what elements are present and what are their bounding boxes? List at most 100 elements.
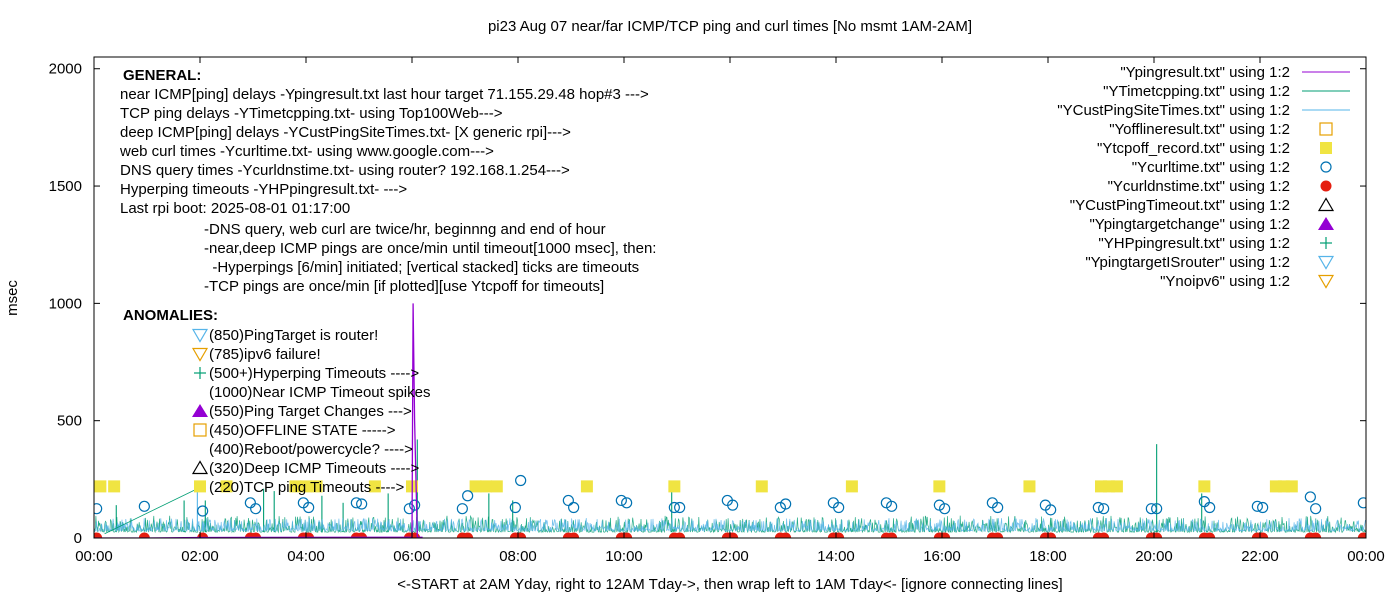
- data-point: [1098, 532, 1110, 538]
- general-subline: -DNS query, web curl are twice/hr, begin…: [204, 221, 606, 238]
- data-point: [490, 480, 503, 493]
- x-tick-label: 06:00: [393, 548, 431, 565]
- anomaly-item: (220)TCP ping Timeouts ---->: [209, 479, 404, 496]
- data-point: [197, 505, 209, 517]
- data-point: [939, 503, 951, 515]
- x-tick-label: 08:00: [499, 548, 537, 565]
- legend: "Ypingresult.txt" using 1:2 "YTimetcpping…: [1057, 64, 1350, 290]
- general-line: Hyperping timeouts -YHPpingresult.txt- -…: [120, 181, 407, 198]
- data-point: [727, 499, 739, 511]
- anomaly-marker: [192, 404, 208, 417]
- data-point: [1145, 503, 1157, 515]
- anomaly-marker: [194, 367, 206, 379]
- data-point: [886, 500, 898, 512]
- legend-label: "YpingtargetISrouter" using 1:2: [1085, 254, 1290, 271]
- data-point: [1257, 501, 1269, 514]
- y-axis-label: msec: [4, 280, 21, 316]
- x-tick-label: 00:00: [1347, 548, 1385, 565]
- data-point: [1304, 491, 1316, 503]
- data-point: [310, 480, 323, 493]
- data-point: [480, 480, 493, 493]
- x-tick-label: 14:00: [817, 548, 855, 565]
- legend-label: "YCustPingTimeout.txt" using 1:2: [1070, 197, 1290, 214]
- x-tick-label: 12:00: [711, 548, 749, 565]
- general-line: near ICMP[ping] delays -Ypingresult.txt …: [120, 86, 649, 103]
- data-point: [562, 494, 574, 507]
- data-point: [108, 480, 121, 493]
- data-point: [1357, 497, 1366, 509]
- anomaly-marker: [193, 423, 207, 437]
- anomaly-marker: [191, 460, 209, 475]
- y-tick-label: 2000: [49, 61, 82, 78]
- data-point: [244, 497, 256, 509]
- anomaly-item: (400)Reboot/powercycle? ---->: [209, 441, 413, 458]
- annotations: GENERAL: near ICMP[ping] delays -Ypingres…: [119, 67, 656, 496]
- general-line: TCP ping delays -YTimetcpping.txt- using…: [120, 105, 503, 122]
- x-tick-label: 04:00: [287, 548, 325, 565]
- legend-label: "Ypingresult.txt" using 1:2: [1120, 64, 1290, 81]
- legend-label: "Ytcpoff_record.txt" using 1:2: [1097, 140, 1290, 157]
- data-point: [668, 480, 681, 493]
- data-point: [580, 480, 593, 493]
- data-point: [992, 501, 1004, 514]
- general-header: GENERAL:: [123, 67, 201, 84]
- data-point: [220, 480, 233, 493]
- data-point: [1198, 496, 1210, 508]
- data-point: [94, 480, 107, 493]
- data-point: [289, 480, 302, 493]
- data-point: [1204, 501, 1216, 514]
- data-point: [368, 480, 381, 493]
- legend-label: "Ynoipv6" using 1:2: [1160, 273, 1290, 290]
- data-point: [568, 532, 580, 538]
- legend-label: "Ycurltime.txt" using 1:2: [1132, 159, 1290, 176]
- data-point: [780, 498, 792, 510]
- data-point: [845, 480, 858, 493]
- data-point: [1092, 501, 1104, 514]
- legend-swatch: [1317, 255, 1335, 270]
- legend-swatch: [1320, 161, 1332, 173]
- anomaly-marker: [191, 328, 209, 343]
- data-point: [992, 532, 1004, 538]
- y-tick-label: 1500: [49, 178, 82, 195]
- chart-title: pi23 Aug 07 near/far ICMP/TCP ping and c…: [488, 18, 972, 35]
- x-tick-label: 18:00: [1029, 548, 1067, 565]
- data-point: [1310, 503, 1322, 515]
- data-point: [1251, 500, 1263, 512]
- anomaly-item: (500+)Hyperping Timeouts ---->: [209, 365, 419, 382]
- data-point: [1198, 480, 1211, 493]
- data-point: [469, 480, 482, 493]
- data-point: [780, 532, 792, 538]
- axes: 00:00 02:00 04:00 06:00 08:00 10:00 12:00 14:00…: [49, 57, 1385, 565]
- general-line: Last rpi boot: 2025-08-01 01:17:00: [120, 200, 350, 217]
- general-line: deep ICMP[ping] delays -YCustPingSiteTim…: [120, 124, 571, 141]
- data-point: [94, 532, 103, 538]
- x-tick-label: 22:00: [1241, 548, 1279, 565]
- legend-swatch: [1317, 197, 1335, 212]
- data-point: [833, 501, 845, 514]
- legend-swatch: [1318, 217, 1334, 230]
- anomaly-item: (1000)Near ICMP Timeout spikes: [209, 384, 430, 401]
- legend-swatch: [1317, 274, 1335, 289]
- data-point: [356, 532, 368, 538]
- data-point: [1098, 503, 1110, 515]
- data-point: [674, 532, 686, 538]
- data-point: [409, 499, 421, 511]
- legend-label: "YCustPingSiteTimes.txt" using 1:2: [1057, 102, 1290, 119]
- y-tick-label: 500: [57, 413, 82, 430]
- x-tick-label: 16:00: [923, 548, 961, 565]
- data-point: [250, 503, 262, 515]
- x-tick-label: 00:00: [75, 548, 113, 565]
- y-tick-label: 1000: [49, 295, 82, 312]
- legend-label: "YHPpingresult.txt" using 1:2: [1098, 235, 1290, 252]
- legend-swatch: [1319, 122, 1333, 136]
- data-point: [1285, 480, 1298, 493]
- anomaly-item: (850)PingTarget is router!: [209, 327, 378, 344]
- data-point: [886, 532, 898, 538]
- legend-swatch: [1320, 180, 1332, 192]
- anomaly-item: (550)Ping Target Changes --->: [209, 403, 412, 420]
- data-point: [1045, 504, 1057, 516]
- general-subline: -TCP pings are once/min [if plotted][use…: [204, 278, 604, 295]
- anomaly-item: (785)ipv6 failure!: [209, 346, 321, 363]
- anomaly-marker: [191, 347, 209, 362]
